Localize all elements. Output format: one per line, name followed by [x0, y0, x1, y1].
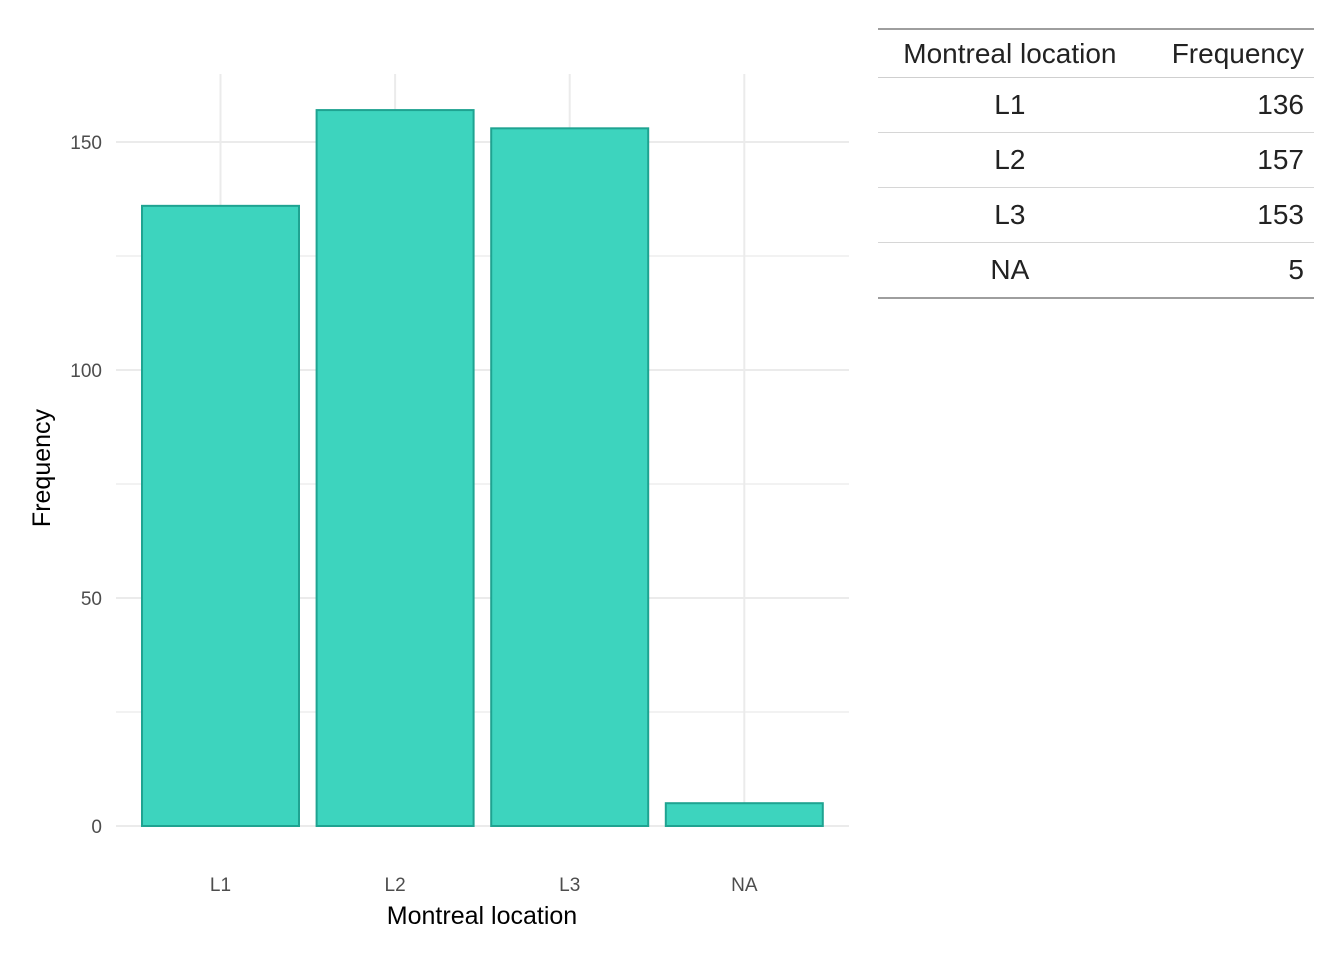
table-row: NA 5 [878, 242, 1314, 299]
bar-na [664, 802, 824, 828]
table-cell-location: L3 [878, 187, 1142, 243]
y-tick-label: 0 [91, 817, 102, 838]
chart-bars [141, 109, 824, 828]
bar-chart: 0 50 100 150 L1 L2 L3 NA Montreal location Freq… [28, 74, 849, 930]
bar-l3 [490, 127, 650, 827]
table-header: Montreal location Frequency [878, 29, 1314, 78]
table-cell-location: L2 [878, 132, 1142, 188]
table-cell-location: L1 [878, 77, 1142, 133]
table-header-row: Montreal location Frequency [878, 29, 1314, 78]
table-row: L2 157 [878, 132, 1314, 188]
table-row: L3 153 [878, 187, 1314, 243]
y-tick-label: 50 [81, 589, 102, 610]
chart-tick-labels: 0 50 100 150 L1 L2 L3 NA [70, 133, 758, 896]
table-cell-frequency: 5 [1141, 242, 1314, 299]
header-frequency: Frequency [1171, 37, 1304, 69]
bar-l1 [141, 204, 300, 827]
table-row: L1 136 [878, 77, 1314, 133]
x-tick-label: L2 [385, 875, 406, 896]
frequency-table: Montreal location Frequency L1 136 L2 15… [878, 28, 1314, 299]
table-cell-frequency: 153 [1141, 187, 1314, 243]
x-tick-label: NA [731, 875, 758, 896]
x-axis-title: Montreal location [387, 902, 577, 930]
bar-l2 [315, 109, 475, 827]
table-cell-frequency: 157 [1141, 132, 1314, 188]
x-tick-label: L1 [210, 875, 231, 896]
header-montreal-location: Montreal location [903, 37, 1117, 69]
table-cell-location: NA [878, 242, 1142, 299]
x-tick-label: L3 [559, 875, 580, 896]
y-tick-label: 100 [70, 361, 102, 382]
table-body: L1 136 L2 157 L3 153 NA 5 [878, 77, 1314, 299]
y-axis-title: Frequency [28, 408, 56, 527]
y-tick-label: 150 [70, 133, 102, 154]
table-cell-frequency: 136 [1141, 77, 1314, 133]
